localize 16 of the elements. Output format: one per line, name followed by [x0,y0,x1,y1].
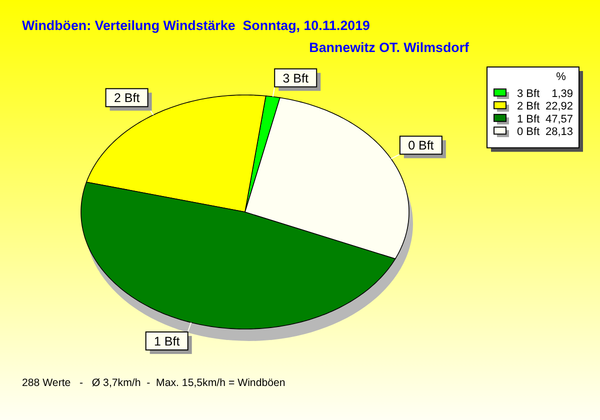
legend-label: 0 Bft [517,126,540,138]
chart-subtitle: Bannewitz OT. Wilmsdorf [309,40,470,55]
data-label: 22,92 [545,100,573,113]
data-label: 28,13 [545,126,573,138]
legend-label: 1 Bft [517,113,540,126]
slice-label: 3 Bft [282,71,309,86]
category-label: 1 Bft [154,334,180,348]
data-label: 47,57 [545,113,573,126]
text: 288 Werte - Ø 3,7km/h - Max. 15,5km/h = Windböen [22,377,286,389]
legend-label: 3 Bft [517,88,540,100]
data-label: 1,39 [552,88,573,100]
legend-label: 2 Bft [517,100,540,113]
slice-label: 0 Bft [408,138,434,153]
chart-title: Windböen: Verteilung Windstärke Sonntag, 10.11.2019 [22,18,370,33]
legend-title: % [556,71,566,83]
slice-label: 2 Bft [114,91,140,106]
